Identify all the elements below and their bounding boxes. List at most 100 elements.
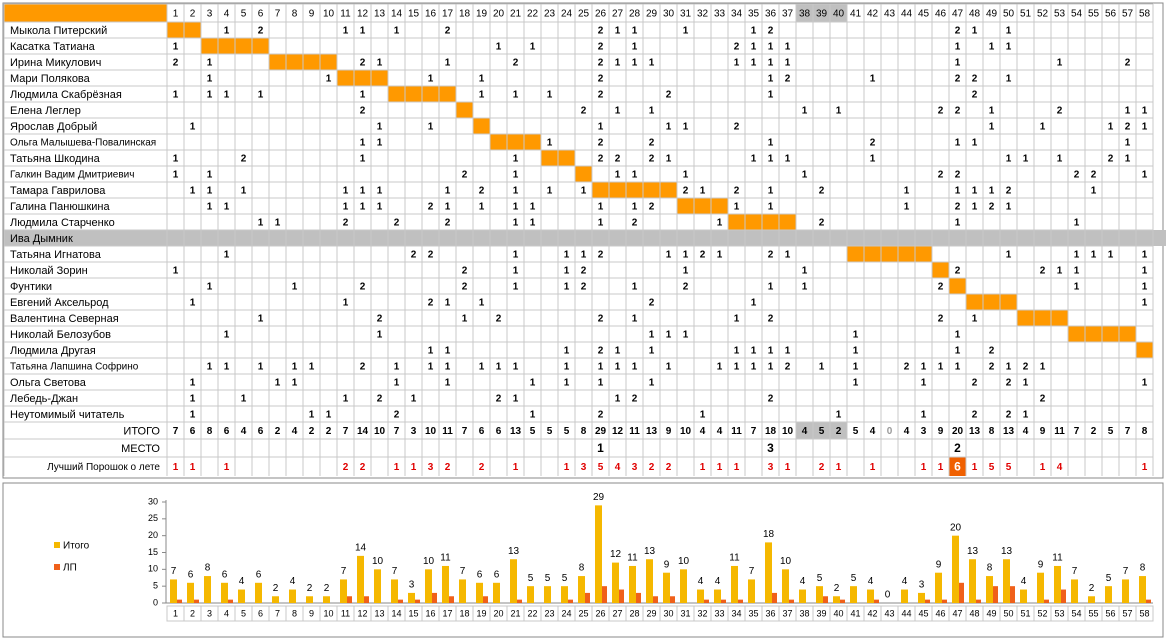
x-tick-label: 30 <box>663 608 673 618</box>
total: 4 <box>241 426 247 437</box>
vote: 1 <box>258 362 264 373</box>
bar <box>1139 576 1146 603</box>
bar <box>187 582 194 603</box>
bar <box>993 586 998 603</box>
x-tick-label: 24 <box>561 608 571 618</box>
vote: 1 <box>343 394 349 405</box>
vote: 1 <box>802 170 808 181</box>
x-tick-label: 54 <box>1071 608 1081 618</box>
total: 11 <box>629 426 640 437</box>
vote: 1 <box>564 250 570 261</box>
participant-name: Ярослав Добрый <box>10 121 97 133</box>
bar <box>704 599 709 603</box>
y-tick-label: 5 <box>153 581 158 591</box>
totals-label: ИТОГО <box>123 425 160 437</box>
vote: 1 <box>768 362 774 373</box>
vote: 2 <box>989 362 995 373</box>
vote: 1 <box>513 186 519 197</box>
vote: 1 <box>1023 378 1029 389</box>
value-label: 4 <box>290 576 296 587</box>
vote: 2 <box>598 346 604 357</box>
vote: 1 <box>1108 250 1114 261</box>
bar <box>969 559 976 603</box>
bar <box>714 589 721 603</box>
column-header: 42 <box>867 9 879 20</box>
vote: 1 <box>173 90 179 101</box>
vote: 1 <box>241 186 247 197</box>
bar <box>476 582 483 603</box>
column-header: 8 <box>292 9 298 20</box>
x-tick-label: 29 <box>646 608 656 618</box>
column-header: 16 <box>425 9 437 20</box>
vote: 1 <box>173 42 179 53</box>
vote: 2 <box>1006 186 1012 197</box>
best: 2 <box>343 462 349 473</box>
vote: 2 <box>513 58 519 69</box>
value-label: 2 <box>273 583 279 594</box>
bar <box>238 589 245 603</box>
vote: 1 <box>717 250 723 261</box>
vote: 1 <box>360 186 366 197</box>
vote: 1 <box>1142 250 1148 261</box>
best: 1 <box>836 462 842 473</box>
x-tick-label: 35 <box>748 608 758 618</box>
own-cells <box>847 246 932 262</box>
vote: 2 <box>241 154 247 165</box>
bar <box>986 576 993 603</box>
x-tick-label: 22 <box>527 608 537 618</box>
own-cells <box>337 70 388 86</box>
vote: 1 <box>632 170 638 181</box>
vote: 1 <box>360 90 366 101</box>
vote: 1 <box>377 122 383 133</box>
column-header: 46 <box>935 9 947 20</box>
value-label: 11 <box>729 553 740 564</box>
vote: 1 <box>921 378 927 389</box>
bar <box>653 596 658 603</box>
vote: 2 <box>598 90 604 101</box>
participant-name: Фунтики <box>10 281 52 293</box>
x-tick-label: 41 <box>850 608 860 618</box>
total: 11 <box>731 426 742 437</box>
vote: 1 <box>615 362 621 373</box>
total: 13 <box>1003 426 1015 437</box>
x-tick-label: 19 <box>476 608 486 618</box>
vote: 1 <box>1057 154 1063 165</box>
vote: 1 <box>326 74 332 85</box>
column-header: 23 <box>544 9 556 20</box>
column-header: 54 <box>1071 9 1083 20</box>
bar <box>1044 599 1049 603</box>
vote: 1 <box>921 362 927 373</box>
value-label: 0 <box>885 590 891 601</box>
best: 4 <box>1057 462 1063 473</box>
vote: 2 <box>768 26 774 37</box>
vote: 2 <box>411 250 417 261</box>
bar <box>1003 559 1010 603</box>
vote: 1 <box>972 26 978 37</box>
best: 1 <box>173 462 179 473</box>
x-tick-label: 39 <box>816 608 826 618</box>
total: 7 <box>173 426 179 437</box>
vote: 2 <box>343 218 349 229</box>
value-label: 4 <box>698 576 704 587</box>
vote: 1 <box>666 330 672 341</box>
value-label: 6 <box>256 569 262 580</box>
vote: 1 <box>853 330 859 341</box>
vote: 1 <box>598 218 604 229</box>
total: 4 <box>802 426 808 437</box>
participant-name: Галкин Вадим Дмитриевич <box>10 170 134 181</box>
vote: 1 <box>683 266 689 277</box>
vote: 1 <box>1006 42 1012 53</box>
vote: 1 <box>989 122 995 133</box>
vote: 1 <box>751 26 757 37</box>
vote: 1 <box>853 378 859 389</box>
vote: 1 <box>938 362 944 373</box>
vote: 1 <box>1057 266 1063 277</box>
vote: 1 <box>394 26 400 37</box>
x-tick-label: 31 <box>680 608 690 618</box>
bar <box>840 599 845 603</box>
vote: 1 <box>598 378 604 389</box>
total: 13 <box>510 426 522 437</box>
vote: 1 <box>1142 170 1148 181</box>
vote: 1 <box>904 186 910 197</box>
x-tick-label: 20 <box>493 608 503 618</box>
